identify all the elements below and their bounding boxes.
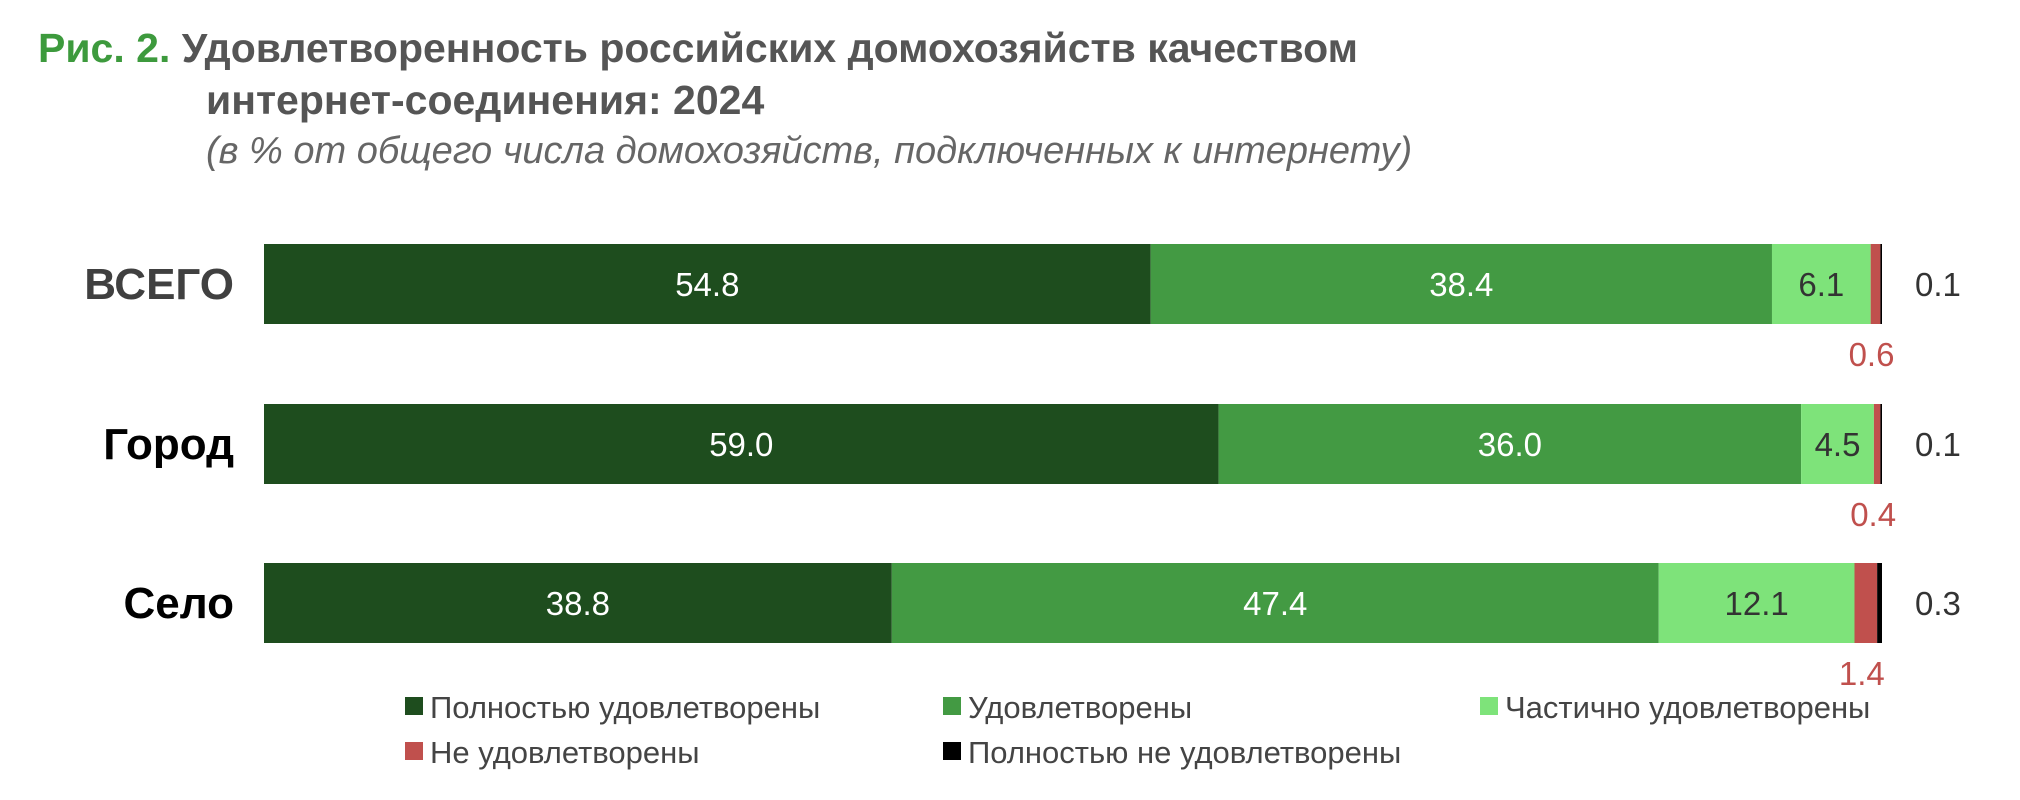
legend-swatch xyxy=(405,697,423,715)
data-label: 6.1 xyxy=(1798,266,1844,303)
chart-subtitle: (в % от общего числа домохозяйств, подкл… xyxy=(206,130,1413,172)
data-label: 36.0 xyxy=(1478,426,1542,463)
legend-entry: Частично удовлетворены xyxy=(1505,690,1870,725)
data-label: 0.4 xyxy=(1850,496,1896,533)
bar-segment xyxy=(1658,563,1855,643)
bar-segment xyxy=(1801,404,1874,484)
data-label: 12.1 xyxy=(1724,585,1788,622)
legend-entry: Не удовлетворены xyxy=(430,735,700,770)
legend-swatch xyxy=(943,697,961,715)
bar-segment xyxy=(264,404,1219,484)
bar-segment xyxy=(1218,404,1802,484)
bar-segment xyxy=(891,563,1659,643)
category-label: Село xyxy=(124,579,235,628)
legend-swatch xyxy=(943,742,961,760)
data-label: 47.4 xyxy=(1243,585,1307,622)
bar-segment xyxy=(1854,563,1878,643)
data-label: 0.3 xyxy=(1915,585,1961,622)
data-label: 38.8 xyxy=(546,585,610,622)
data-label: 38.4 xyxy=(1429,266,1493,303)
legend-entry: Полностью удовлетворены xyxy=(430,690,820,725)
data-label: 0.6 xyxy=(1849,336,1895,373)
category-label: Город xyxy=(103,420,234,469)
bar-segment xyxy=(1150,244,1772,324)
bar-segment xyxy=(1771,244,1871,324)
category-label: ВСЕГО xyxy=(84,260,234,309)
bar-segment xyxy=(264,563,892,643)
bar-segment xyxy=(1880,244,1882,324)
chart-title-block: Рис. 2. Удовлетворенность российских дом… xyxy=(38,22,1412,176)
legend-swatch xyxy=(1480,697,1498,715)
chart-title-line-1: Рис. 2. Удовлетворенность российских дом… xyxy=(38,22,1412,74)
data-label: 4.5 xyxy=(1815,426,1861,463)
legend-swatch xyxy=(405,742,423,760)
data-label: 0.1 xyxy=(1915,266,1961,303)
data-label: 59.0 xyxy=(709,426,773,463)
bar-segment xyxy=(1873,404,1881,484)
data-label: 1.4 xyxy=(1839,655,1885,692)
data-label: 0.1 xyxy=(1915,426,1961,463)
legend-entry: Удовлетворены xyxy=(968,690,1192,725)
chart-title-line-2: интернет-соединения: 2024 xyxy=(206,77,765,123)
bar-segment xyxy=(264,244,1151,324)
legend-entry: Полностью не удовлетворены xyxy=(968,735,1401,770)
data-label: 54.8 xyxy=(675,266,739,303)
bar-segment xyxy=(1877,563,1882,643)
bar-segment xyxy=(1870,244,1881,324)
chart-title: Удовлетворенность российских домохозяйст… xyxy=(181,25,1358,71)
bar-segment xyxy=(1880,404,1882,484)
figure-label: Рис. 2. xyxy=(38,25,171,71)
